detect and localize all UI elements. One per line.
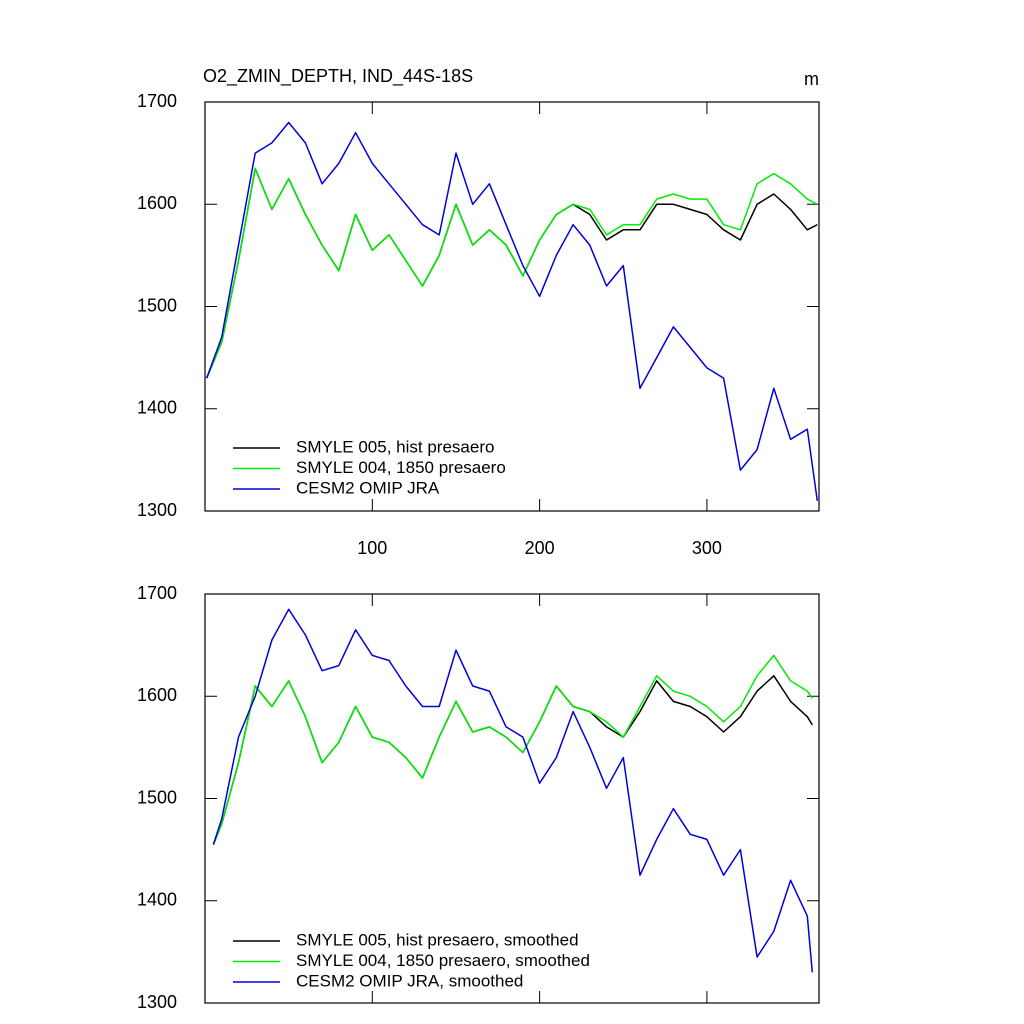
series-line [212,608,814,973]
y-tick-label: 1600 [137,193,177,213]
y-tick-label: 1700 [137,91,177,111]
y-tick-label: 1500 [137,295,177,315]
series-line [212,675,813,845]
y-tick-label: 1300 [137,500,177,520]
units-label: m [804,69,819,89]
legend-label: CESM2 OMIP JRA [296,478,440,497]
x-tick-label: 300 [692,538,722,558]
y-tick-label: 1700 [137,583,177,603]
y-tick-label: 1600 [137,685,177,705]
legend-label: SMYLE 004, 1850 presaero [296,458,506,477]
legend-label: SMYLE 004, 1850 presaero, smoothed [296,951,590,970]
y-tick-label: 1400 [137,398,177,418]
x-tick-label: 100 [357,538,387,558]
series-line [212,654,813,845]
x-tick-label: 200 [525,538,555,558]
chart-title: O2_ZMIN_DEPTH, IND_44S-18S [203,66,473,87]
legend-label: SMYLE 005, hist presaero [296,437,494,456]
y-tick-label: 1500 [137,787,177,807]
legend-label: CESM2 OMIP JRA, smoothed [296,971,523,990]
series-line [205,121,819,501]
series-line [206,167,818,379]
y-tick-label: 1300 [137,992,177,1012]
y-tick-label: 1400 [137,890,177,910]
legend-label: SMYLE 005, hist presaero, smoothed [296,930,579,949]
